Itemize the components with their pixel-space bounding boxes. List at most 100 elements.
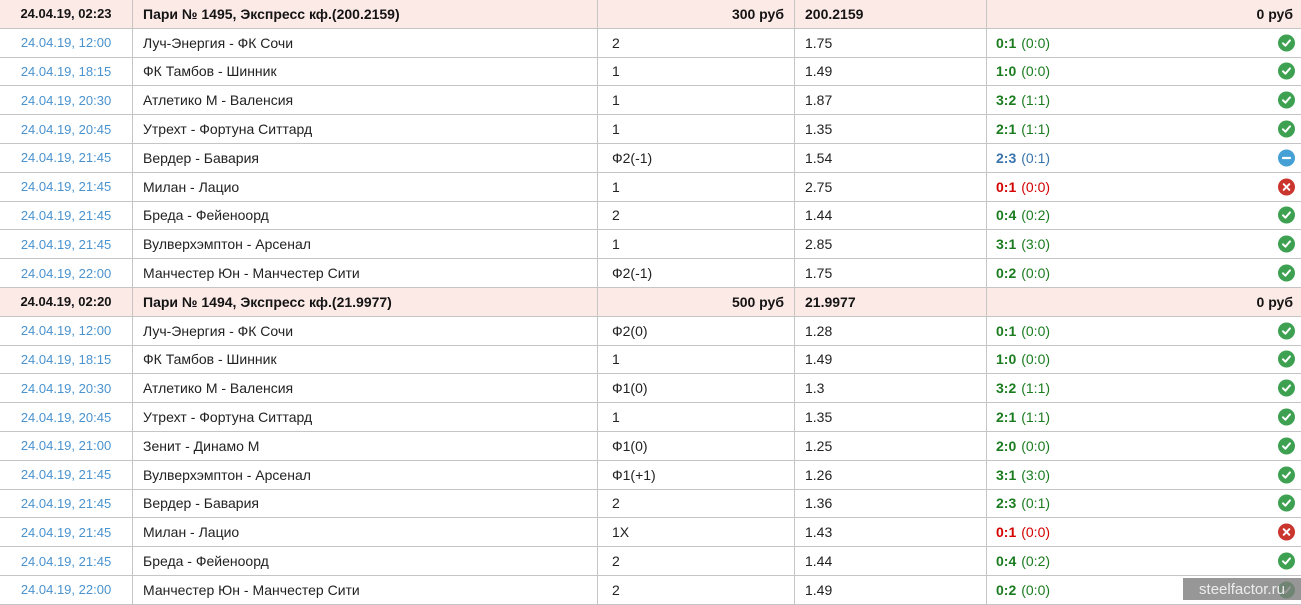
event-result-cell: 2:1 (1:1): [987, 403, 1301, 431]
bet-summary-row: 24.04.19, 02:20 Пари № 1494, Экспресс кф…: [0, 287, 1301, 317]
event-odds: 1.44: [795, 201, 987, 230]
event-result-cell: 1:0 (0:0): [987, 346, 1301, 374]
check-circle-icon: [1278, 494, 1295, 512]
bet-event-row: 24.04.19, 12:00 Луч-Энергия - ФК Сочи 2 …: [0, 28, 1301, 58]
event-odds: 1.25: [795, 431, 987, 460]
check-circle-icon: [1278, 322, 1295, 340]
event-odds: 1.54: [795, 143, 987, 172]
event-halftime-score: (0:0): [1021, 178, 1051, 195]
event-result-cell: 3:2 (1:1): [987, 374, 1301, 402]
event-result-cell: 0:2 (0:0): [987, 259, 1301, 287]
bet-total-coefficient: 21.9977: [795, 287, 987, 316]
bet-event-row: 24.04.19, 22:00 Манчестер Юн - Манчестер…: [0, 575, 1301, 605]
event-halftime-score: (0:0): [1021, 581, 1051, 598]
event-datetime: 24.04.19, 21:45: [0, 460, 133, 489]
event-odds: 2.85: [795, 230, 987, 259]
event-pick: 2: [598, 489, 795, 518]
check-circle-icon: [1278, 206, 1295, 224]
event-final-score: 1:0: [996, 63, 1017, 80]
event-final-score: 2:0: [996, 437, 1017, 454]
bet-event-row: 24.04.19, 21:45 Милан - Лацио 1X 1.43 0:…: [0, 518, 1301, 548]
event-halftime-score: (0:0): [1021, 322, 1051, 339]
event-pick: 1: [598, 172, 795, 201]
event-datetime: 24.04.19, 21:45: [0, 201, 133, 230]
event-odds: 1.75: [795, 28, 987, 57]
check-circle-icon: [1278, 437, 1295, 455]
event-final-score: 0:1: [996, 322, 1017, 339]
event-datetime: 24.04.19, 20:30: [0, 374, 133, 403]
event-final-score: 3:2: [996, 92, 1017, 109]
event-result-cell: 2:0 (0:0): [987, 432, 1301, 460]
event-datetime: 24.04.19, 20:45: [0, 403, 133, 431]
event-datetime: 24.04.19, 12:00: [0, 28, 133, 57]
event-final-score: 0:1: [996, 524, 1017, 541]
x-circle-icon: [1278, 523, 1295, 541]
event-match-name: Бреда - Фейеноорд: [133, 201, 598, 230]
bet-event-row: 24.04.19, 18:15 ФК Тамбов - Шинник 1 1.4…: [0, 57, 1301, 87]
event-datetime: 24.04.19, 12:00: [0, 316, 133, 345]
bet-event-row: 24.04.19, 22:00 Манчестер Юн - Манчестер…: [0, 259, 1301, 288]
event-pick: 1: [598, 57, 795, 86]
bet-stake-amount: 300 руб: [598, 0, 795, 28]
event-halftime-score: (0:0): [1021, 34, 1051, 51]
event-final-score: 0:2: [996, 265, 1017, 282]
event-match-name: Вулверхэмптон - Арсенал: [133, 460, 598, 489]
event-pick: 1X: [598, 518, 795, 547]
event-final-score: 2:3: [996, 495, 1017, 512]
bet-total-coefficient: 200.2159: [795, 0, 987, 28]
check-circle-icon: [1278, 379, 1295, 397]
event-match-name: Атлетико М - Валенсия: [133, 374, 598, 403]
bet-payout-amount: 0 руб: [1256, 293, 1293, 310]
event-odds: 1.49: [795, 57, 987, 86]
event-result-cell: 0:1 (0:0): [987, 518, 1301, 546]
event-final-score: 0:2: [996, 581, 1017, 598]
bet-placed-datetime: 24.04.19, 02:20: [0, 287, 133, 316]
event-result-cell: 2:3 (0:1): [987, 490, 1301, 518]
event-datetime: 24.04.19, 21:45: [0, 547, 133, 575]
event-datetime: 24.04.19, 21:45: [0, 172, 133, 201]
event-final-score: 3:2: [996, 380, 1017, 397]
event-final-score: 2:3: [996, 149, 1017, 166]
event-result-cell: 0:1 (0:0): [987, 173, 1301, 201]
event-datetime: 24.04.19, 22:00: [0, 575, 133, 604]
bet-event-row: 24.04.19, 18:15 ФК Тамбов - Шинник 1 1.4…: [0, 345, 1301, 375]
event-datetime: 24.04.19, 20:30: [0, 86, 133, 115]
check-circle-icon: [1278, 235, 1295, 253]
bet-title: Пари № 1495, Экспресс кф.(200.2159): [133, 0, 598, 28]
event-result-cell: 3:2 (1:1): [987, 86, 1301, 114]
event-result-cell: 0:4 (0:2): [987, 547, 1301, 575]
event-match-name: ФК Тамбов - Шинник: [133, 57, 598, 86]
bet-event-row: 24.04.19, 21:45 Вулверхэмптон - Арсенал …: [0, 460, 1301, 490]
event-final-score: 2:1: [996, 409, 1017, 426]
bet-event-row: 24.04.19, 21:00 Зенит - Динамо М Ф1(0) 1…: [0, 431, 1301, 461]
bet-event-row: 24.04.19, 21:45 Вердер - Бавария 2 1.36 …: [0, 489, 1301, 519]
bet-event-row: 24.04.19, 12:00 Луч-Энергия - ФК Сочи Ф2…: [0, 316, 1301, 346]
event-final-score: 0:4: [996, 553, 1017, 570]
check-circle-icon: [1278, 120, 1295, 138]
bet-payout-amount: 0 руб: [1256, 5, 1293, 22]
check-circle-icon: [1278, 34, 1295, 52]
event-odds: 1.43: [795, 518, 987, 547]
event-match-name: Зенит - Динамо М: [133, 431, 598, 460]
event-final-score: 1:0: [996, 351, 1017, 368]
event-odds: 1.35: [795, 403, 987, 431]
event-result-cell: 1:0 (0:0): [987, 58, 1301, 86]
bet-event-row: 24.04.19, 20:30 Атлетико М - Валенсия Ф1…: [0, 374, 1301, 404]
event-match-name: Атлетико М - Валенсия: [133, 86, 598, 115]
event-match-name: Вулверхэмптон - Арсенал: [133, 230, 598, 259]
check-circle-icon: [1278, 264, 1295, 282]
check-circle-icon: [1278, 91, 1295, 109]
event-odds: 1.75: [795, 259, 987, 287]
event-datetime: 24.04.19, 21:45: [0, 143, 133, 172]
event-pick: Ф1(0): [598, 431, 795, 460]
bet-event-row: 24.04.19, 21:45 Вердер - Бавария Ф2(-1) …: [0, 143, 1301, 173]
event-datetime: 24.04.19, 21:45: [0, 489, 133, 518]
event-pick: Ф1(0): [598, 374, 795, 403]
event-halftime-score: (0:2): [1021, 553, 1051, 570]
event-odds: 1.49: [795, 575, 987, 604]
event-halftime-score: (0:0): [1021, 265, 1051, 282]
event-halftime-score: (0:0): [1021, 351, 1051, 368]
event-result-cell: 0:1 (0:0): [987, 317, 1301, 345]
event-pick: 2: [598, 28, 795, 57]
